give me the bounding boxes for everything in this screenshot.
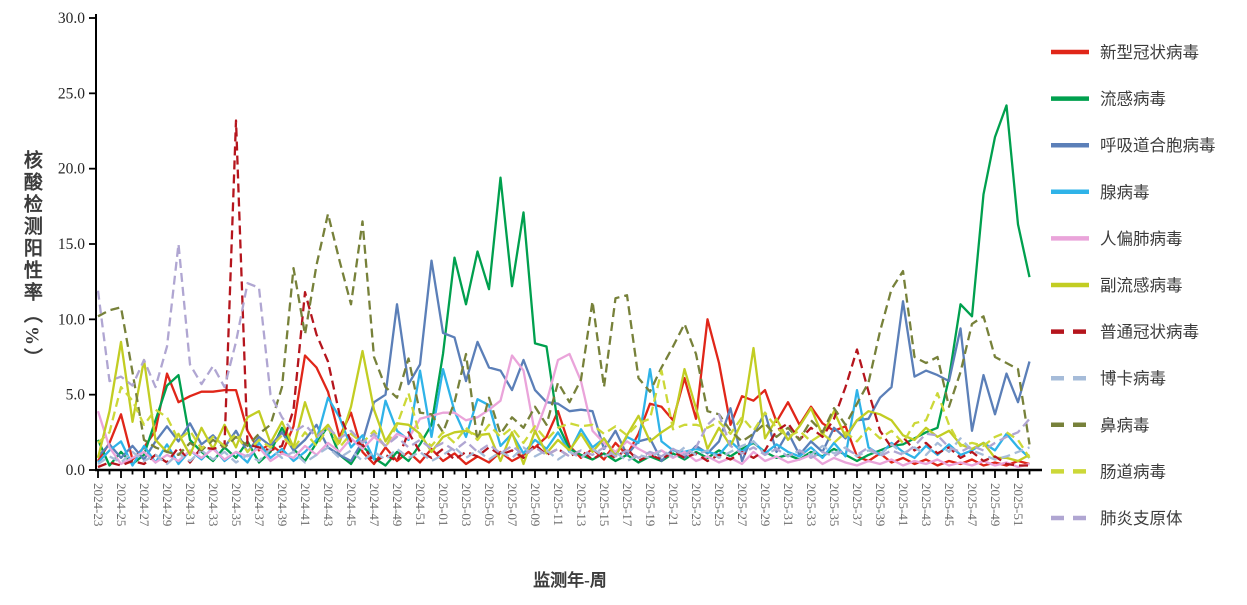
- x-tick-label: 2025-17: [620, 483, 635, 527]
- series-line-9: [97, 212, 1031, 457]
- y-tick-label: 10.0: [58, 311, 85, 328]
- legend-label-3: 呼吸道合胞病毒: [1100, 136, 1216, 155]
- x-tick-label: 2025-25: [712, 483, 727, 526]
- x-tick-label: 2024-25: [114, 483, 129, 526]
- x-tick-label: 2024-31: [183, 483, 198, 526]
- legend-item-10: 肠道病毒: [1051, 462, 1166, 481]
- x-tick-label: 2024-51: [413, 483, 428, 526]
- x-tick-label: 2025-27: [735, 483, 750, 527]
- legend-label-10: 肠道病毒: [1100, 462, 1166, 481]
- y-tick-label: 0.0: [66, 462, 86, 479]
- legend-label-2: 流感病毒: [1100, 90, 1166, 109]
- y-tick-label: 20.0: [58, 161, 85, 178]
- y-tick-label: 5.0: [66, 387, 86, 404]
- x-tick-label: 2025-15: [597, 483, 612, 526]
- x-tick-label: 2025-01: [436, 483, 451, 526]
- series-line-4: [97, 367, 1031, 467]
- series-line-6: [96, 340, 1031, 466]
- legend-item-2: 流感病毒: [1051, 90, 1166, 109]
- x-tick-label: 2025-43: [919, 483, 934, 526]
- x-tick-label: 2024-29: [160, 483, 175, 526]
- x-tick-label: 2025-29: [758, 483, 773, 526]
- x-tick-label: 2025-11: [551, 483, 566, 526]
- x-tick-label: 2024-27: [137, 483, 152, 527]
- x-tick-label: 2024-23: [91, 483, 106, 526]
- legend-label-1: 新型冠状病毒: [1100, 43, 1199, 62]
- legend-item-5: 人偏肺病毒: [1051, 229, 1183, 248]
- x-tick-label: 2025-13: [574, 483, 589, 526]
- x-axis-title: 监测年-周: [533, 571, 607, 590]
- legend-label-5: 人偏肺病毒: [1100, 229, 1183, 248]
- x-tick-label: 2024-35: [229, 483, 244, 526]
- legend-label-8: 博卡病毒: [1100, 369, 1166, 388]
- series-line-11: [96, 242, 1031, 460]
- legend-item-7: 普通冠状病毒: [1051, 323, 1199, 342]
- legend-item-11: 肺炎支原体: [1051, 509, 1183, 528]
- x-tick-label: 2025-05: [482, 483, 497, 526]
- x-tick-label: 2024-33: [206, 483, 221, 526]
- legend-item-8: 博卡病毒: [1051, 369, 1166, 388]
- y-tick-label: 25.0: [58, 85, 85, 102]
- x-tick-label: 2025-23: [689, 483, 704, 526]
- legend-label-11: 肺炎支原体: [1100, 509, 1183, 528]
- x-tick-label: 2025-09: [528, 483, 543, 526]
- x-tick-label: 2024-41: [298, 483, 313, 526]
- x-tick-label: 2024-39: [275, 483, 290, 526]
- x-tick-label: 2025-41: [896, 483, 911, 526]
- x-tick-label: 2025-35: [827, 483, 842, 526]
- x-tick-label: 2025-45: [942, 483, 957, 526]
- y-tick-label: 30.0: [58, 10, 85, 27]
- x-tick-label: 2025-49: [988, 483, 1003, 526]
- legend-label-4: 腺病毒: [1100, 183, 1150, 202]
- x-tick-label: 2024-49: [390, 483, 405, 526]
- x-tick-label: 2025-03: [459, 483, 474, 526]
- legend-item-6: 副流感病毒: [1051, 276, 1183, 295]
- legend-label-9: 鼻病毒: [1100, 416, 1150, 435]
- x-tick-label: 2025-31: [781, 483, 796, 526]
- series-line-10: [97, 369, 1031, 459]
- x-tick-label: 2025-51: [1011, 483, 1026, 526]
- x-tick-label: 2024-43: [321, 483, 336, 526]
- x-tick-label: 2025-47: [965, 483, 980, 527]
- legend-label-7: 普通冠状病毒: [1100, 323, 1199, 342]
- x-tick-label: 2025-07: [505, 483, 520, 527]
- x-tick-label: 2024-47: [367, 483, 382, 527]
- legend-item-4: 腺病毒: [1051, 183, 1150, 202]
- x-tick-label: 2024-45: [344, 483, 359, 526]
- series-line-5: [96, 352, 1030, 469]
- legend-item-3: 呼吸道合胞病毒: [1051, 136, 1216, 155]
- x-tick-label: 2024-37: [252, 483, 267, 527]
- y-axis-title: 核酸检测阳性率（%）: [20, 150, 42, 370]
- legend-item-9: 鼻病毒: [1051, 416, 1150, 435]
- x-tick-label: 2025-33: [804, 483, 819, 526]
- x-tick-label: 2025-39: [873, 483, 888, 526]
- y-tick-label: 15.0: [58, 236, 85, 253]
- x-tick-label: 2025-19: [643, 483, 658, 526]
- x-tick-label: 2025-37: [850, 483, 865, 527]
- legend-label-6: 副流感病毒: [1100, 276, 1183, 295]
- x-tick-label: 2025-21: [666, 483, 681, 526]
- series-line-3: [97, 259, 1031, 463]
- legend-item-1: 新型冠状病毒: [1051, 43, 1199, 62]
